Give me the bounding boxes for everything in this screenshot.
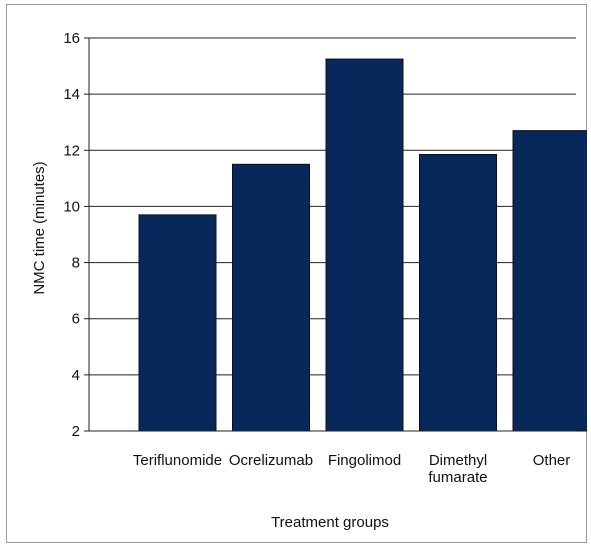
bar [138, 214, 217, 432]
bar [419, 153, 497, 432]
x-tick-label: Fingolimod [328, 452, 401, 469]
x-tick-label: Dimethyl [429, 452, 487, 469]
x-tick-labels: Teriflunomide Ocrelizumab Fingolimod Dimeth… [133, 452, 570, 486]
bar [512, 130, 587, 432]
y-tick-label: 14 [63, 86, 80, 103]
y-tick-label: 2 [72, 423, 80, 440]
y-tick-label: 8 [72, 255, 80, 272]
bar [325, 58, 404, 432]
x-tick-label: Other [533, 452, 571, 469]
axes [84, 37, 576, 432]
bars [138, 58, 587, 432]
y-tick-label: 6 [72, 311, 80, 328]
y-tick-label: 16 [63, 30, 80, 47]
chart-frame: 2 4 6 8 10 12 14 16 Teriflunomide Ocrelizumab Fin… [6, 4, 587, 543]
x-tick-label: fumarate [428, 469, 487, 486]
x-tick-label: Teriflunomide [133, 452, 222, 469]
y-tick-label: 4 [72, 367, 80, 384]
y-tick-label: 12 [63, 142, 80, 159]
y-tick-label: 10 [63, 198, 80, 215]
y-axis-label: NMC time (minutes) [31, 161, 48, 294]
x-tick-label: Ocrelizumab [229, 452, 313, 469]
x-axis-label: Treatment groups [271, 514, 389, 531]
bar [232, 163, 310, 432]
y-tick-labels: 2 4 6 8 10 12 14 16 [63, 30, 80, 440]
